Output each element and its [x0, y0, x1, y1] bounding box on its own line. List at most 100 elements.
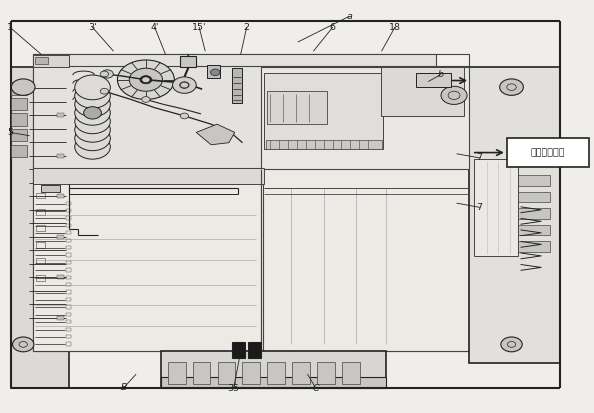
Bar	[11, 114, 27, 126]
Bar	[11, 98, 27, 110]
Bar	[192, 362, 210, 385]
Bar	[11, 82, 27, 95]
Bar	[207, 65, 220, 78]
Circle shape	[75, 83, 110, 108]
Circle shape	[180, 113, 188, 119]
Bar	[66, 254, 71, 257]
Circle shape	[12, 337, 34, 352]
Bar	[66, 275, 71, 279]
Bar	[242, 362, 260, 385]
Circle shape	[180, 82, 188, 88]
Bar	[66, 216, 71, 220]
Circle shape	[140, 76, 152, 84]
Bar	[36, 242, 45, 248]
Text: 1: 1	[7, 23, 13, 32]
Text: B: B	[121, 383, 127, 392]
Circle shape	[118, 60, 174, 100]
Circle shape	[142, 77, 150, 83]
Circle shape	[500, 79, 523, 95]
Bar	[33, 55, 69, 66]
Bar	[161, 377, 386, 388]
Bar	[33, 54, 469, 351]
Bar	[66, 202, 71, 205]
Bar	[416, 73, 451, 87]
Circle shape	[84, 107, 102, 119]
Bar	[469, 66, 560, 363]
Bar	[66, 261, 71, 264]
Bar	[261, 66, 469, 169]
Text: 3': 3'	[89, 23, 97, 32]
Bar	[57, 194, 64, 198]
Bar	[57, 154, 64, 158]
Bar	[511, 192, 550, 202]
Bar	[35, 57, 48, 64]
Bar	[248, 342, 261, 358]
Text: 7: 7	[476, 203, 482, 212]
Bar	[33, 54, 436, 169]
Bar	[36, 225, 45, 231]
Bar	[11, 66, 69, 388]
Bar	[317, 362, 335, 385]
Bar	[179, 56, 196, 66]
Text: 35: 35	[228, 384, 239, 393]
Circle shape	[11, 79, 35, 95]
Bar	[66, 320, 71, 323]
Bar	[66, 298, 71, 301]
Circle shape	[179, 82, 189, 88]
Text: 2: 2	[244, 23, 249, 32]
Bar	[232, 342, 245, 358]
Bar	[342, 362, 360, 385]
Bar	[267, 91, 327, 124]
Bar	[511, 241, 550, 252]
Bar	[66, 290, 71, 294]
Bar	[66, 283, 71, 286]
Text: 15': 15'	[192, 23, 207, 32]
Circle shape	[142, 97, 150, 102]
Bar	[41, 185, 60, 192]
Text: 5: 5	[7, 128, 13, 137]
Bar	[33, 168, 261, 351]
Bar	[66, 313, 71, 316]
Bar	[161, 351, 386, 388]
Bar	[66, 224, 71, 227]
Bar	[66, 268, 71, 271]
Bar	[66, 246, 71, 249]
Bar	[66, 335, 71, 338]
Bar	[511, 225, 550, 235]
Circle shape	[75, 126, 110, 151]
Bar	[473, 159, 518, 256]
Bar	[168, 362, 185, 385]
Polygon shape	[196, 124, 235, 145]
Bar	[36, 259, 45, 264]
Circle shape	[75, 135, 110, 159]
Text: 18: 18	[389, 23, 401, 32]
Bar	[11, 129, 27, 142]
Text: 7: 7	[476, 154, 482, 162]
Bar	[36, 209, 45, 215]
Bar	[507, 138, 589, 167]
Bar	[33, 168, 264, 184]
Bar	[57, 113, 64, 117]
Bar	[36, 275, 45, 280]
Circle shape	[75, 92, 110, 117]
Bar	[267, 362, 285, 385]
Text: a: a	[346, 12, 352, 21]
Bar	[264, 73, 383, 149]
Bar	[217, 362, 235, 385]
Bar	[266, 140, 382, 149]
Text: b: b	[437, 70, 443, 79]
Bar	[292, 362, 310, 385]
Bar	[511, 175, 550, 186]
Circle shape	[75, 75, 110, 100]
Text: 6: 6	[330, 23, 336, 32]
Bar	[232, 68, 242, 103]
Text: C: C	[312, 384, 320, 393]
Circle shape	[172, 77, 196, 93]
Bar	[66, 209, 71, 212]
Circle shape	[100, 71, 109, 77]
Bar	[11, 145, 27, 157]
Circle shape	[441, 86, 467, 104]
Bar	[66, 239, 71, 242]
Bar	[511, 208, 550, 219]
Circle shape	[100, 88, 109, 94]
